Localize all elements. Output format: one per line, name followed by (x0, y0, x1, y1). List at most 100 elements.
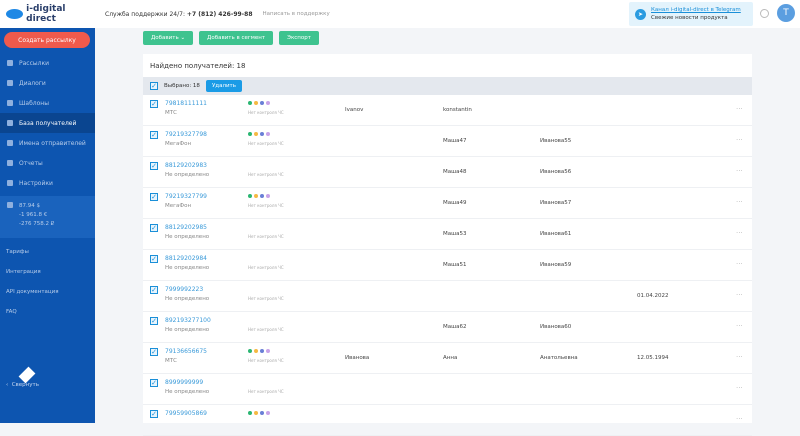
more-icon[interactable]: ··· (736, 167, 743, 175)
viber-icon (266, 194, 270, 198)
operator: Не определено (165, 172, 210, 178)
link-faq[interactable]: FAQ (6, 309, 17, 315)
phone-link[interactable]: 79136656675 (165, 348, 207, 355)
sidebar-item-label: Рассылки (19, 59, 49, 67)
more-icon[interactable]: ··· (736, 136, 743, 144)
more-icon[interactable]: ··· (736, 198, 743, 206)
phone-link[interactable]: 88129202985 (165, 224, 207, 231)
logo[interactable]: i-digital direct (0, 4, 95, 24)
phone-link[interactable]: 88129202983 (165, 162, 207, 169)
operator: МТС (165, 110, 177, 116)
table-row: ✓ 892193277100 Не определено Нет контроля Ч… (143, 312, 752, 343)
cell-c3: Иванова55 (540, 138, 572, 144)
phone-icon (254, 194, 258, 198)
balance-usd: 87.94 $ (19, 203, 40, 209)
support-link[interactable]: Написать в поддержку (262, 11, 330, 17)
more-icon[interactable]: ··· (736, 260, 743, 268)
phone-link[interactable]: 79959905869 (165, 410, 207, 417)
sidebar-item-0[interactable]: Рассылки (0, 53, 95, 73)
channel-icons (248, 411, 270, 415)
dnc-status: Нет контроля ЧС (248, 327, 284, 332)
phone-link[interactable]: 7999992223 (165, 286, 204, 293)
create-campaign-button[interactable]: Создать рассылку (4, 32, 90, 48)
cell-c1: Иванова (345, 355, 370, 361)
row-checkbox[interactable]: ✓ (150, 286, 158, 294)
more-icon[interactable]: ··· (736, 291, 743, 299)
dnc-status: Нет контроля ЧС (248, 296, 284, 301)
viber-icon (266, 349, 270, 353)
channel-icons (248, 132, 270, 136)
settings-gear-icon[interactable] (760, 9, 769, 18)
phone-link[interactable]: 892193277100 (165, 317, 211, 324)
table-row: ✓ 88129202985 Не определено Нет контроля ЧС… (143, 219, 752, 250)
phone-link[interactable]: 88129202984 (165, 255, 207, 262)
export-button[interactable]: Экспорт (279, 31, 319, 45)
operator: Не определено (165, 327, 210, 333)
channel-icons (248, 194, 270, 198)
phone-link[interactable]: 79219327799 (165, 193, 207, 200)
viber-icon (266, 132, 270, 136)
table-row: ✓ 79219327799 МегаФон Нет контроля ЧС Маша49… (143, 188, 752, 219)
more-icon[interactable]: ··· (736, 415, 743, 423)
sidebar-item-6[interactable]: Настройки (0, 173, 95, 193)
sidebar-item-icon (7, 100, 13, 106)
sidebar: Создать рассылку Рассылки Диалоги Шаблоны Б… (0, 28, 95, 423)
dnc-status: Нет контроля ЧС (248, 358, 284, 363)
phone-link[interactable]: 79818111111 (165, 100, 207, 107)
chevron-down-icon: ⌄ (180, 35, 186, 41)
cell-c2: Маша47 (443, 138, 467, 144)
row-checkbox[interactable]: ✓ (150, 255, 158, 263)
more-icon[interactable]: ··· (736, 229, 743, 237)
sidebar-item-1[interactable]: Диалоги (0, 73, 95, 93)
more-icon[interactable]: ··· (736, 353, 743, 361)
sidebar-item-icon (7, 80, 13, 86)
row-checkbox[interactable]: ✓ (150, 224, 158, 232)
dnc-status: Нет контроля ЧС (248, 265, 284, 270)
sidebar-item-label: Шаблоны (19, 99, 49, 107)
phone-icon (254, 101, 258, 105)
link-api-docs[interactable]: API документация (6, 289, 59, 295)
link-integration[interactable]: Интеграция (6, 269, 41, 275)
table-row: ✓ 8999999999 Не определено Нет контроля ЧС ·… (143, 374, 752, 405)
avatar[interactable]: T (777, 4, 795, 22)
add-to-segment-button[interactable]: Добавить в сегмент (199, 31, 274, 45)
telegram-link[interactable]: Канал i-digital-direct в Telegram (651, 7, 741, 13)
delete-button[interactable]: Удалить (205, 80, 242, 92)
row-checkbox[interactable]: ✓ (150, 410, 158, 418)
table-row: ✓ 79818111111 МТС Нет контроля ЧС Ivanov kons… (143, 95, 752, 126)
dnc-status: Нет контроля ЧС (248, 110, 284, 115)
link-tariffs[interactable]: Тарифы (6, 249, 29, 255)
row-checkbox[interactable]: ✓ (150, 162, 158, 170)
row-checkbox[interactable]: ✓ (150, 348, 158, 356)
more-icon[interactable]: ··· (736, 384, 743, 392)
viber-icon (266, 101, 270, 105)
phone-link[interactable]: 79219327798 (165, 131, 207, 138)
sidebar-item-5[interactable]: Отчеты (0, 153, 95, 173)
phone-link[interactable]: 8999999999 (165, 379, 204, 386)
cell-c2: Маша49 (443, 200, 467, 206)
telegram-icon: ➤ (635, 8, 646, 20)
sidebar-item-label: Диалоги (19, 79, 46, 87)
sidebar-item-4[interactable]: Имена отправителей (0, 133, 95, 153)
voice-icon (260, 101, 264, 105)
sidebar-item-2[interactable]: Шаблоны (0, 93, 95, 113)
phone-icon (254, 132, 258, 136)
row-checkbox[interactable]: ✓ (150, 379, 158, 387)
add-button[interactable]: Добавить ⌄ (143, 31, 194, 45)
voice-icon (260, 411, 264, 415)
balance-block: 87.94 $ -1 961.8 € -276 758.2 ₽ (0, 196, 95, 238)
cell-c2: Маша62 (443, 324, 467, 330)
more-icon[interactable]: ··· (736, 322, 743, 330)
collapse-button[interactable]: ‹ Свернуть (6, 382, 39, 388)
row-checkbox[interactable]: ✓ (150, 193, 158, 201)
table-row: ✓ 79959905869 ··· (143, 405, 752, 436)
sidebar-item-3[interactable]: База получателей (0, 113, 95, 133)
telegram-banner[interactable]: ➤ Канал i-digital-direct в Telegram Свежи… (629, 2, 753, 26)
row-checkbox[interactable]: ✓ (150, 317, 158, 325)
row-checkbox[interactable]: ✓ (150, 100, 158, 108)
more-icon[interactable]: ··· (736, 105, 743, 113)
select-all-checkbox[interactable]: ✓ (150, 82, 158, 90)
voice-icon (260, 132, 264, 136)
row-checkbox[interactable]: ✓ (150, 131, 158, 139)
dnc-status: Нет контроля ЧС (248, 203, 284, 208)
